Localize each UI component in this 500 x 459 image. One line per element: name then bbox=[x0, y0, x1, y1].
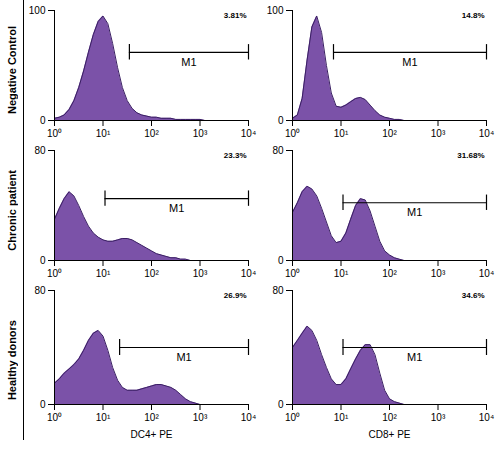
svg-text:CD8+ PE: CD8+ PE bbox=[369, 429, 411, 440]
svg-text:M1: M1 bbox=[402, 56, 417, 68]
svg-text:10²: 10² bbox=[144, 412, 159, 423]
svg-text:10⁴: 10⁴ bbox=[479, 128, 494, 139]
svg-text:10⁰: 10⁰ bbox=[285, 412, 300, 423]
svg-text:10³: 10³ bbox=[193, 268, 208, 279]
svg-text:10⁰: 10⁰ bbox=[47, 412, 62, 423]
svg-text:0: 0 bbox=[40, 399, 46, 410]
svg-text:10¹: 10¹ bbox=[334, 412, 349, 423]
svg-text:23.3%: 23.3% bbox=[224, 151, 247, 160]
svg-text:M1: M1 bbox=[407, 351, 422, 363]
svg-text:34.6%: 34.6% bbox=[462, 291, 485, 300]
svg-text:10⁰: 10⁰ bbox=[285, 268, 300, 279]
svg-text:M1: M1 bbox=[407, 206, 422, 218]
svg-text:10²: 10² bbox=[144, 268, 159, 279]
svg-text:80: 80 bbox=[272, 145, 284, 156]
svg-text:14.8%: 14.8% bbox=[462, 11, 485, 20]
html-text:Negative Control: Negative Control bbox=[5, 26, 18, 114]
svg-text:10²: 10² bbox=[382, 128, 397, 139]
svg-text:M1: M1 bbox=[169, 202, 184, 214]
svg-text:10⁴: 10⁴ bbox=[241, 128, 256, 139]
svg-text:10⁰: 10⁰ bbox=[47, 268, 62, 279]
svg-text:10¹: 10¹ bbox=[334, 128, 349, 139]
svg-text:10⁴: 10⁴ bbox=[241, 412, 256, 423]
svg-text:M1: M1 bbox=[176, 351, 191, 363]
svg-text:10⁴: 10⁴ bbox=[479, 412, 494, 423]
svg-text:10³: 10³ bbox=[193, 412, 208, 423]
svg-text:31.68%: 31.68% bbox=[457, 151, 484, 160]
svg-text:100: 100 bbox=[267, 5, 284, 16]
svg-text:10⁰: 10⁰ bbox=[47, 128, 62, 139]
svg-text:10³: 10³ bbox=[431, 412, 446, 423]
svg-text:10⁰: 10⁰ bbox=[285, 128, 300, 139]
svg-text:80: 80 bbox=[34, 145, 46, 156]
svg-text:M1: M1 bbox=[181, 56, 196, 68]
svg-text:10⁴: 10⁴ bbox=[479, 268, 494, 279]
svg-text:10¹: 10¹ bbox=[96, 268, 111, 279]
html-text:Chronic patient: Chronic patient bbox=[5, 169, 18, 251]
svg-text:0: 0 bbox=[40, 115, 46, 126]
svg-text:10¹: 10¹ bbox=[96, 128, 111, 139]
html-text:Healthy donors: Healthy donors bbox=[5, 320, 18, 400]
svg-text:80: 80 bbox=[272, 285, 284, 296]
svg-text:0: 0 bbox=[278, 255, 284, 266]
svg-text:DC4+ PE: DC4+ PE bbox=[131, 429, 173, 440]
svg-text:3.81%: 3.81% bbox=[224, 11, 247, 20]
svg-text:10¹: 10¹ bbox=[334, 268, 349, 279]
svg-text:10²: 10² bbox=[382, 412, 397, 423]
svg-text:100: 100 bbox=[29, 5, 46, 16]
svg-text:10²: 10² bbox=[382, 268, 397, 279]
svg-text:80: 80 bbox=[34, 285, 46, 296]
svg-text:26.9%: 26.9% bbox=[224, 291, 247, 300]
svg-text:10³: 10³ bbox=[431, 128, 446, 139]
svg-text:0: 0 bbox=[278, 115, 284, 126]
svg-text:10⁴: 10⁴ bbox=[241, 268, 256, 279]
svg-text:10³: 10³ bbox=[431, 268, 446, 279]
svg-text:10³: 10³ bbox=[193, 128, 208, 139]
svg-text:0: 0 bbox=[40, 255, 46, 266]
svg-text:10²: 10² bbox=[144, 128, 159, 139]
svg-text:0: 0 bbox=[278, 399, 284, 410]
svg-text:10¹: 10¹ bbox=[96, 412, 111, 423]
